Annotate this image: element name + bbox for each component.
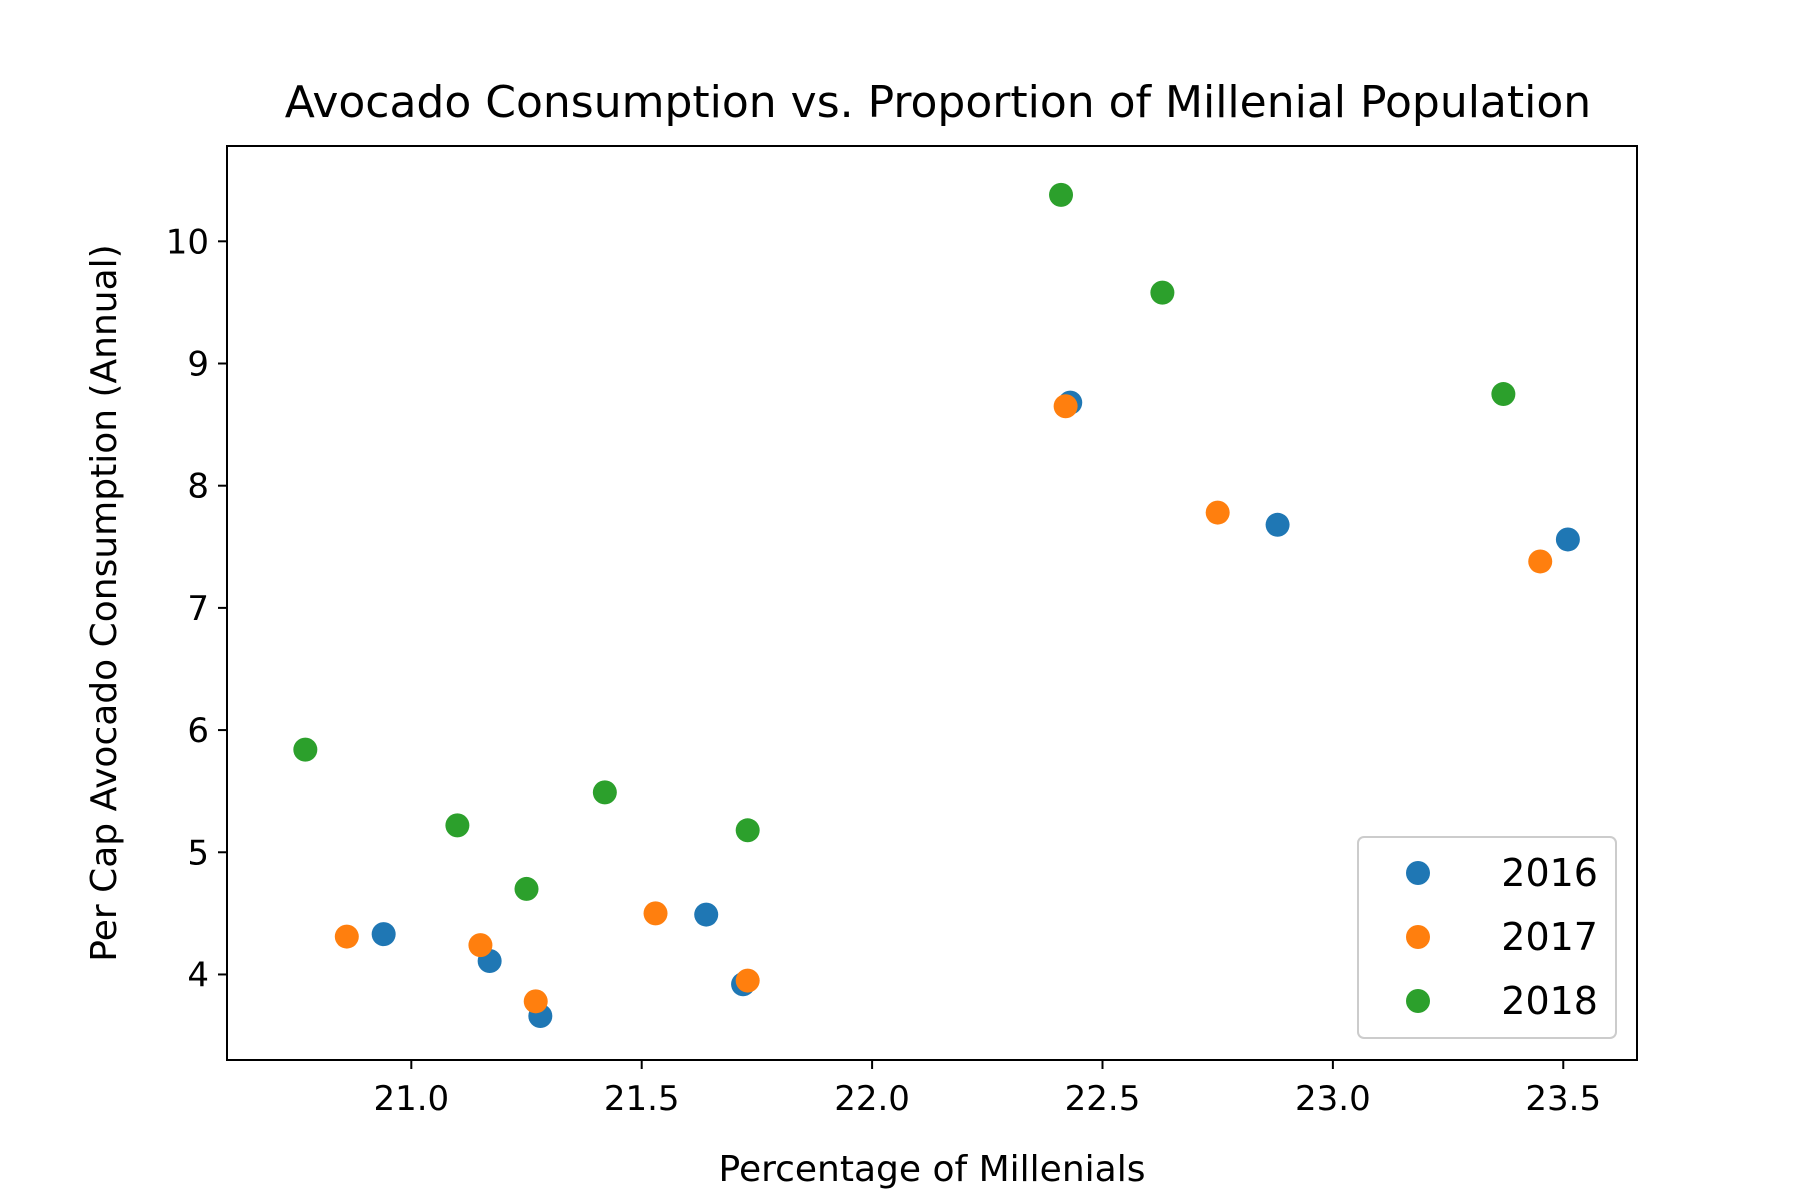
legend-marker	[1406, 925, 1430, 949]
data-point	[1049, 182, 1074, 207]
data-point	[293, 737, 318, 762]
legend: 2016 2017 2018	[1357, 836, 1617, 1039]
x-axis-label: Percentage of Millenials	[719, 1149, 1146, 1190]
y-axis-label: Per Cap Avocado Consumption (Annual)	[84, 244, 125, 961]
x-tick-label: 22.5	[1065, 1079, 1141, 1119]
y-tick-label: 7	[187, 589, 209, 629]
y-tick-label: 4	[187, 955, 209, 995]
data-point	[1491, 382, 1516, 407]
y-tick-label: 8	[187, 467, 209, 507]
x-axis: 21.0 21.5 22.0 22.5 23.0 23.5	[373, 1060, 1601, 1119]
data-point	[1150, 280, 1175, 305]
y-tick-label: 5	[187, 833, 209, 873]
chart-title: Avocado Consumption vs. Proportion of Mi…	[285, 77, 1591, 128]
x-tick-label: 23.0	[1295, 1079, 1371, 1119]
y-tick-label: 9	[187, 345, 209, 385]
data-point	[735, 818, 760, 843]
data-point	[643, 901, 668, 926]
series-2017	[334, 394, 1553, 1014]
legend-marker	[1406, 861, 1430, 885]
x-tick-label: 23.5	[1525, 1079, 1601, 1119]
x-tick-label: 21.5	[604, 1079, 680, 1119]
data-point	[514, 876, 539, 901]
legend-label: 2018	[1501, 979, 1598, 1023]
data-point	[334, 924, 359, 949]
x-tick-label: 21.0	[373, 1079, 449, 1119]
data-point	[1205, 500, 1230, 525]
data-point	[735, 968, 760, 993]
data-point	[523, 989, 548, 1014]
data-point	[1265, 512, 1290, 537]
legend-marker	[1406, 989, 1430, 1013]
series-2018	[293, 182, 1516, 901]
data-point	[592, 780, 617, 805]
y-tick-label: 10	[166, 222, 209, 262]
data-point	[468, 933, 493, 958]
y-tick-label: 6	[187, 711, 209, 751]
data-point	[1555, 527, 1580, 552]
data-point	[1528, 549, 1553, 574]
legend-label: 2017	[1501, 915, 1598, 959]
legend-label: 2016	[1501, 851, 1598, 895]
plot-frame	[226, 145, 1638, 1061]
data-point	[694, 902, 719, 927]
data-point	[1053, 394, 1078, 419]
legend-box	[1357, 836, 1617, 1039]
x-tick-label: 22.0	[834, 1079, 910, 1119]
plot-area	[293, 182, 1580, 1029]
data-point	[371, 922, 396, 947]
y-axis: 4 5 6 7 8 9 10	[166, 222, 227, 995]
data-point	[445, 813, 470, 838]
